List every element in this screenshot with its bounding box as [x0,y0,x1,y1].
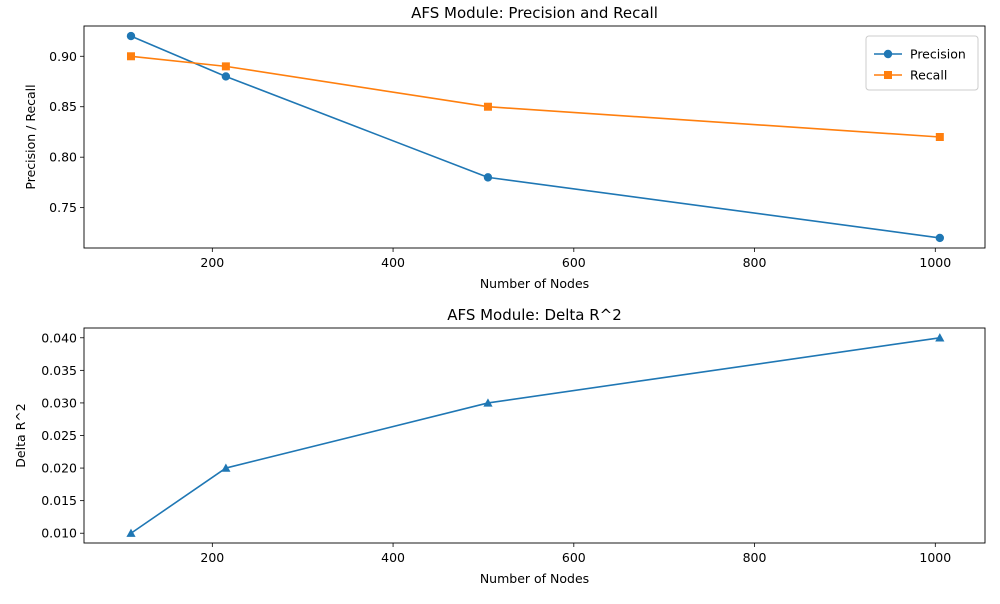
y-tick-label: 0.80 [49,150,77,165]
y-tick-label: 0.020 [41,461,77,476]
data-point [126,52,135,61]
data-point [221,463,231,472]
x-tick-label: 1000 [919,255,951,270]
plot-frame [83,25,986,249]
x-tick-label: 200 [200,550,224,565]
x-tick-label: 600 [562,550,586,565]
legend-label: Recall [910,68,947,83]
y-tick-label: 0.040 [41,330,77,345]
data-point [126,31,136,41]
x-tick-label: 200 [200,255,224,270]
x-axis-label: Number of Nodes [480,276,589,291]
series-line-delta-r2 [130,336,940,534]
legend: Precision Recall [865,35,979,91]
data-point [935,133,944,141]
series-line-precision [130,35,940,239]
y-tick-label: 0.035 [41,363,77,378]
x-tick-label: 800 [743,550,767,565]
data-point [483,102,492,111]
x-tick-label: 400 [381,255,405,270]
y-tick-label: 0.85 [49,99,77,114]
y-tick-label: 0.010 [41,526,77,541]
y-tick-label: 0.030 [41,395,77,410]
y-tick-label: 0.015 [41,493,77,508]
data-point [126,528,136,537]
x-tick-label: 800 [743,255,767,270]
chart-title: AFS Module: Precision and Recall [411,4,658,22]
legend-box [865,35,979,91]
x-tick-label: 1000 [919,550,951,565]
data-point [935,333,945,342]
data-point [483,173,493,182]
y-axis-label: Precision / Recall [23,84,38,189]
legend-label: Precision [910,47,966,62]
x-tick-label: 600 [562,255,586,270]
series-line-recall [130,55,940,138]
y-tick-label: 0.90 [49,49,77,64]
data-point [221,62,230,71]
data-point [935,233,945,243]
chart-title: AFS Module: Delta R^2 [447,306,622,324]
data-point [483,398,493,407]
x-axis-label: Number of Nodes [480,571,589,586]
delta-r2-chart: AFS Module: Delta R^2 200 400 600 800 1000 0.0… [13,306,986,586]
y-axis-label: Delta R^2 [13,403,28,467]
plot-frame [83,327,986,544]
data-point [221,72,231,81]
y-tick-label: 0.75 [49,200,77,215]
x-tick-label: 400 [381,550,405,565]
precision-recall-chart: AFS Module: Precision and Recall 200 400 60… [23,4,986,291]
legend-marker [883,49,893,59]
legend-marker [884,71,892,79]
y-tick-label: 0.025 [41,428,77,443]
